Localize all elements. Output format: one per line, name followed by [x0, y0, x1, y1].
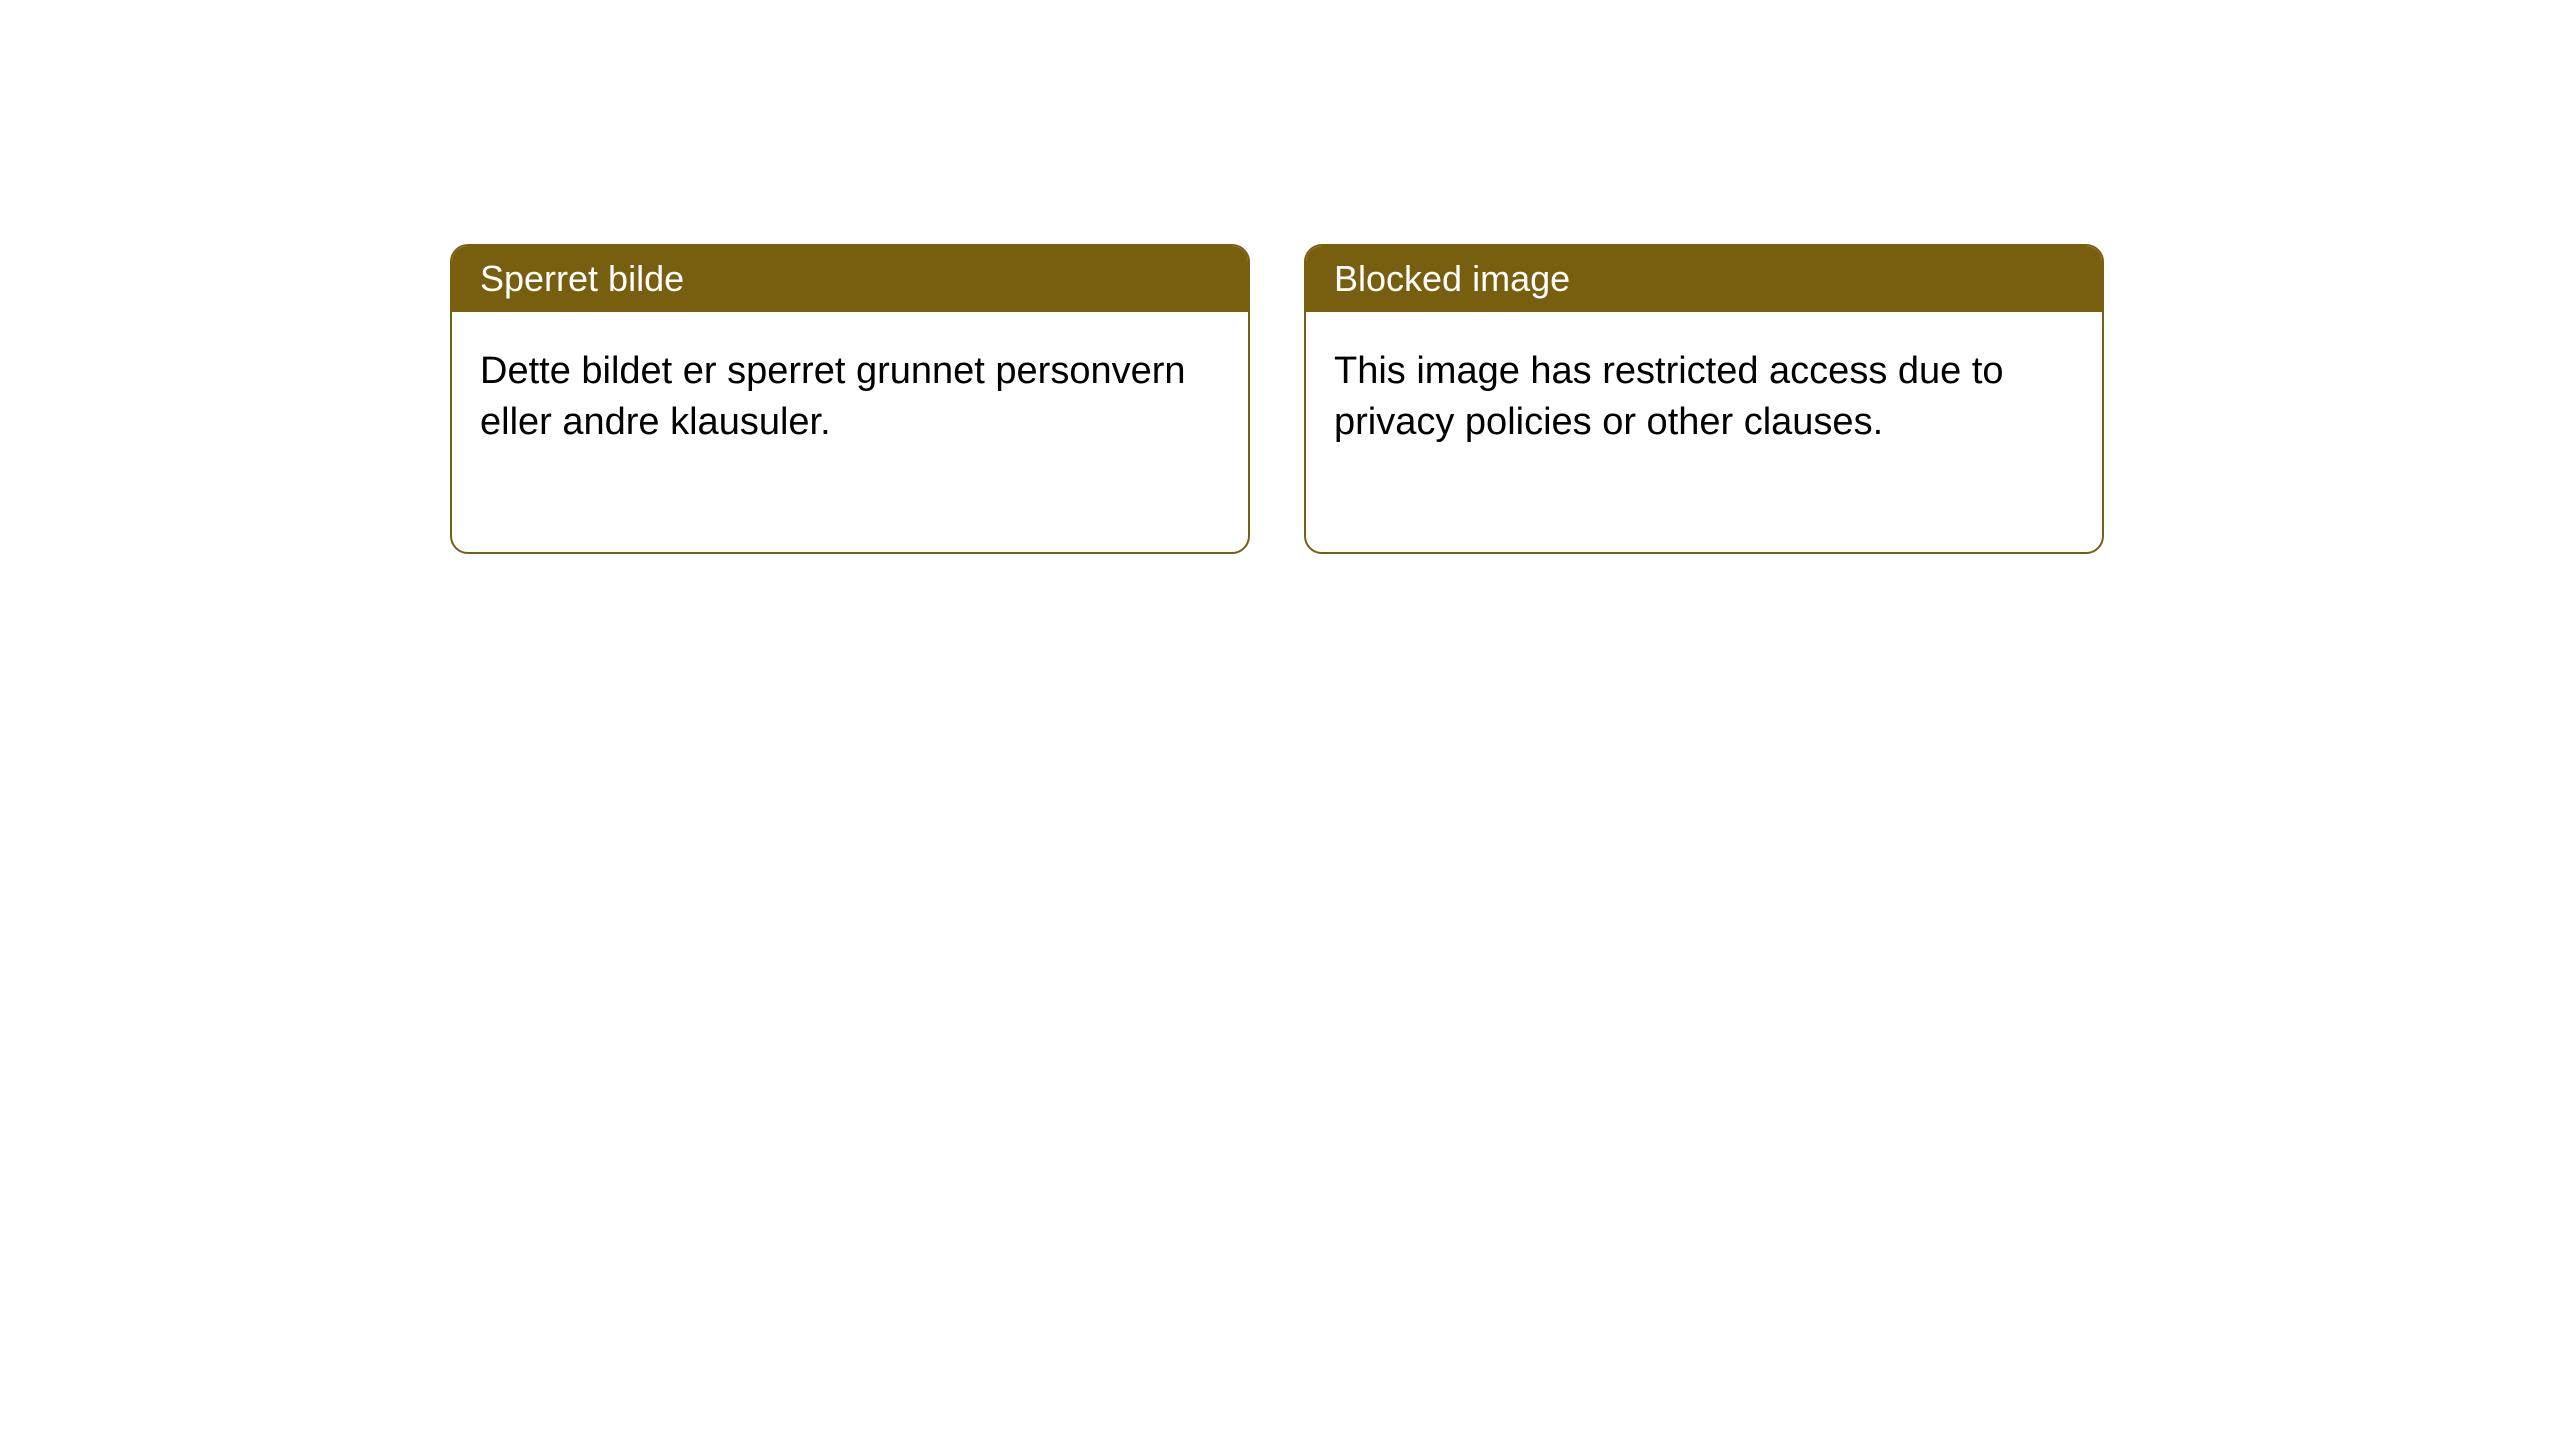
- notice-header-text: Blocked image: [1334, 258, 1570, 299]
- notice-header-text: Sperret bilde: [480, 258, 684, 299]
- notice-card-english: Blocked image This image has restricted …: [1304, 244, 2104, 554]
- notice-body: Dette bildet er sperret grunnet personve…: [452, 312, 1248, 552]
- notice-body-text: This image has restricted access due to …: [1334, 350, 2004, 443]
- notice-body-text: Dette bildet er sperret grunnet personve…: [480, 350, 1186, 443]
- notice-header: Sperret bilde: [452, 246, 1248, 312]
- notice-body: This image has restricted access due to …: [1306, 312, 2102, 552]
- notice-header: Blocked image: [1306, 246, 2102, 312]
- notice-card-norwegian: Sperret bilde Dette bildet er sperret gr…: [450, 244, 1250, 554]
- notice-container: Sperret bilde Dette bildet er sperret gr…: [0, 0, 2560, 554]
